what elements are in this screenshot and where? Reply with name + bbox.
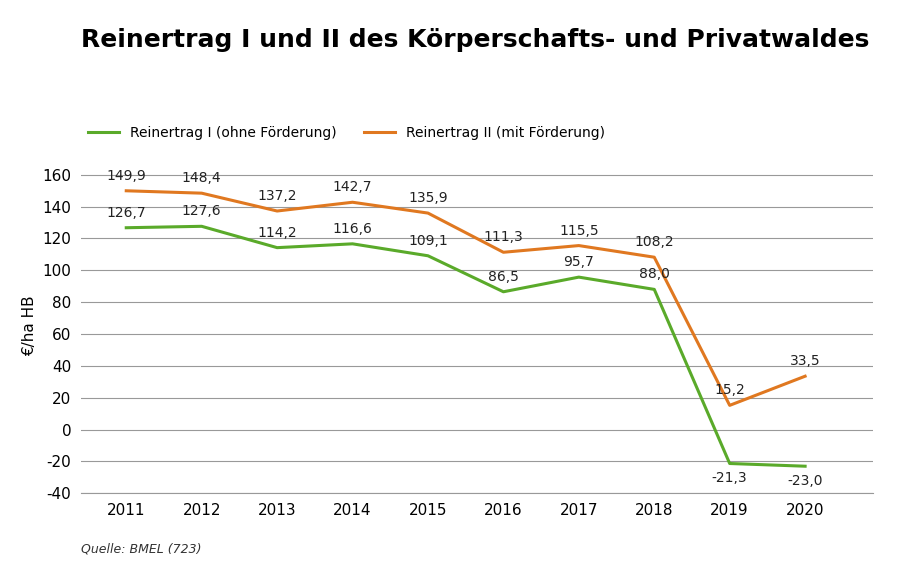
- Text: -21,3: -21,3: [712, 472, 748, 485]
- Y-axis label: €/ha HB: €/ha HB: [22, 296, 37, 356]
- Text: 135,9: 135,9: [409, 191, 448, 205]
- Text: 142,7: 142,7: [333, 180, 373, 194]
- Text: 111,3: 111,3: [483, 230, 523, 244]
- Text: 116,6: 116,6: [333, 222, 373, 236]
- Text: Quelle: BMEL (723): Quelle: BMEL (723): [81, 543, 202, 556]
- Legend: Reinertrag I (ohne Förderung), Reinertrag II (mit Förderung): Reinertrag I (ohne Förderung), Reinertra…: [88, 126, 605, 140]
- Text: 15,2: 15,2: [715, 383, 745, 397]
- Text: 86,5: 86,5: [488, 270, 518, 284]
- Text: 126,7: 126,7: [106, 206, 146, 220]
- Text: Reinertrag I und II des Körperschafts- und Privatwaldes: Reinertrag I und II des Körperschafts- u…: [81, 28, 869, 52]
- Text: 137,2: 137,2: [257, 189, 297, 203]
- Text: 108,2: 108,2: [634, 235, 674, 249]
- Text: 114,2: 114,2: [257, 226, 297, 240]
- Text: 149,9: 149,9: [106, 169, 146, 183]
- Text: 33,5: 33,5: [790, 354, 821, 368]
- Text: 88,0: 88,0: [639, 268, 670, 281]
- Text: 95,7: 95,7: [563, 255, 594, 269]
- Text: 109,1: 109,1: [408, 234, 448, 248]
- Text: 127,6: 127,6: [182, 204, 221, 218]
- Text: -23,0: -23,0: [788, 474, 823, 488]
- Text: 115,5: 115,5: [559, 223, 598, 238]
- Text: 148,4: 148,4: [182, 171, 221, 185]
